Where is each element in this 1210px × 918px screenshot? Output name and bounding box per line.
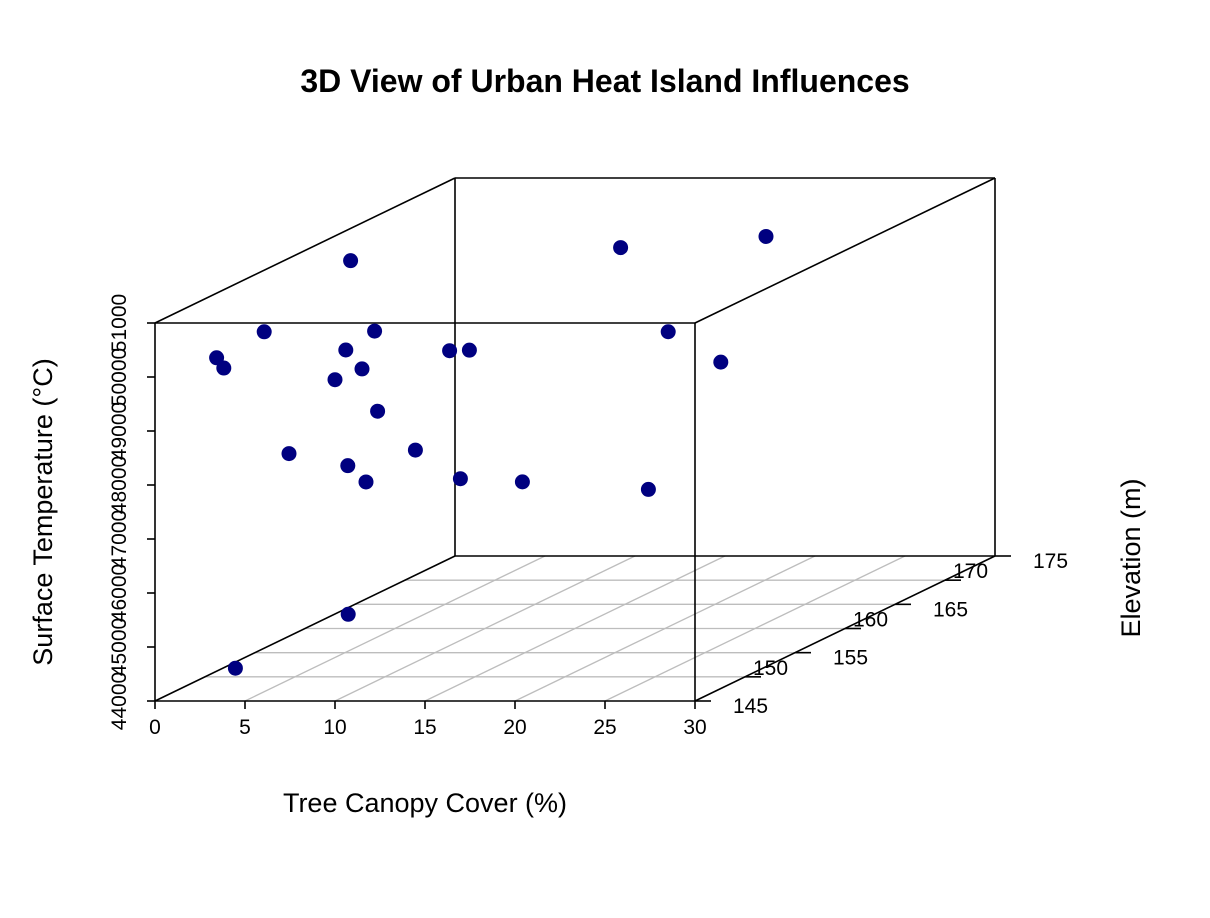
data-point — [640, 481, 656, 497]
data-point — [338, 342, 354, 358]
x-tick-label: 25 — [593, 716, 616, 739]
data-point — [514, 474, 530, 490]
data-point — [461, 342, 477, 358]
box-edge — [154, 555, 456, 702]
data-point — [343, 253, 359, 269]
y-tick-label: 145 — [733, 695, 768, 718]
floor-grid — [205, 555, 945, 702]
axis-ticks: 0 5 10 15 20 25 30 145 150 155 160 165 170 175 4400045… — [108, 294, 1068, 739]
z-tick-label: 46000 — [108, 564, 131, 622]
data-point — [327, 372, 343, 388]
data-point — [758, 228, 774, 244]
chart-title: 3D View of Urban Heat Island Influences — [300, 63, 909, 99]
y-tick-label: 150 — [753, 657, 788, 680]
z-axis-label: Surface Temperature (°C) — [28, 358, 58, 665]
x-tick-label: 20 — [503, 716, 526, 739]
y-axis-label: Elevation (m) — [1116, 478, 1146, 637]
z-tick-label: 51000 — [108, 294, 131, 352]
y-tick-label: 160 — [853, 609, 888, 632]
data-point — [358, 474, 374, 490]
y-tick-label: 165 — [933, 598, 968, 621]
y-tick-label: 170 — [953, 560, 988, 583]
data-point — [227, 660, 243, 676]
data-point — [354, 361, 370, 377]
z-tick-label: 49000 — [108, 402, 131, 460]
data-point — [281, 446, 297, 462]
data-point — [442, 343, 458, 359]
x-tick-label: 30 — [683, 716, 706, 739]
data-point — [340, 606, 356, 622]
data-point — [407, 442, 423, 458]
data-point — [340, 458, 356, 474]
x-axis-label: Tree Canopy Cover (%) — [283, 788, 567, 818]
x-tick-label: 15 — [413, 716, 436, 739]
x-tick-label: 10 — [323, 716, 346, 739]
data-point — [452, 471, 468, 487]
z-tick-label: 48000 — [108, 456, 131, 514]
z-tick-label: 47000 — [108, 510, 131, 568]
data-point — [660, 324, 676, 340]
x-tick-label: 5 — [239, 716, 251, 739]
x-tick-label: 0 — [149, 716, 161, 739]
box-edge — [694, 177, 996, 324]
data-point — [367, 323, 383, 339]
data-point — [216, 360, 232, 376]
data-point — [256, 324, 272, 340]
z-tick-label: 50000 — [108, 348, 131, 406]
y-tick-label: 155 — [833, 647, 868, 670]
data-point — [370, 403, 386, 419]
box-edge — [154, 177, 456, 324]
data-points — [209, 228, 774, 676]
y-tick-label: 175 — [1033, 550, 1068, 573]
z-tick-label: 44000 — [108, 672, 131, 730]
z-tick-label: 45000 — [108, 618, 131, 676]
data-point — [613, 240, 629, 256]
data-point — [713, 354, 729, 370]
